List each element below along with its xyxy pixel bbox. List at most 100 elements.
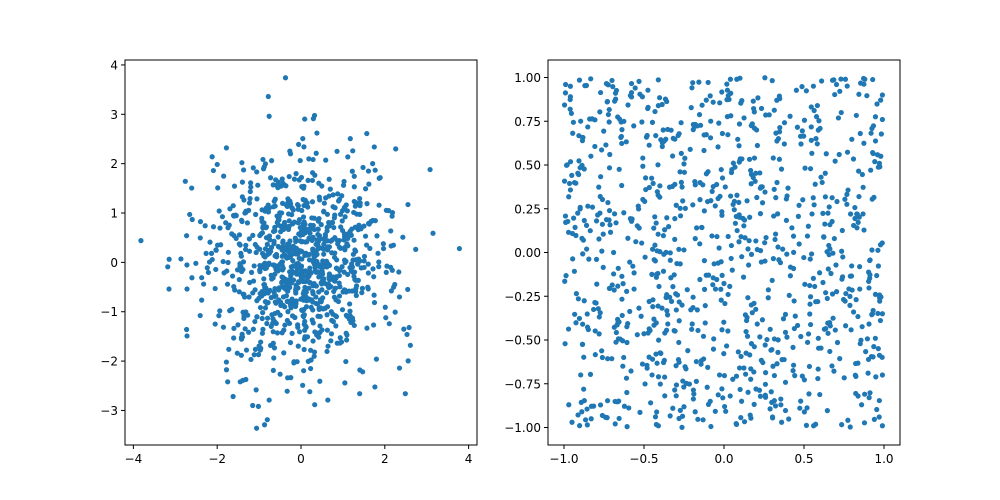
data-point	[570, 256, 576, 262]
data-point	[230, 393, 236, 400]
data-point	[243, 347, 250, 353]
data-point	[282, 75, 289, 81]
data-point	[753, 127, 760, 133]
data-point	[315, 243, 321, 249]
data-point	[189, 185, 195, 191]
y-tick-label: −1	[100, 305, 118, 319]
data-point	[794, 124, 801, 130]
data-point	[273, 293, 279, 299]
data-point	[624, 389, 630, 396]
data-point	[689, 85, 695, 91]
data-point	[247, 188, 253, 195]
data-point	[311, 353, 317, 359]
data-point	[361, 253, 368, 260]
data-point	[295, 343, 301, 349]
data-point	[619, 140, 625, 147]
data-point	[580, 321, 586, 327]
data-point	[856, 193, 862, 200]
data-point	[575, 412, 581, 418]
data-point	[563, 162, 570, 168]
data-point	[859, 171, 865, 178]
data-point	[727, 283, 733, 289]
data-point	[853, 112, 859, 119]
data-point	[798, 333, 804, 340]
data-point	[631, 123, 637, 129]
data-point	[358, 226, 364, 232]
data-point	[290, 258, 296, 264]
data-point	[251, 352, 257, 358]
data-point	[870, 76, 876, 83]
data-point	[660, 233, 667, 239]
data-point	[864, 336, 871, 342]
data-point	[282, 322, 288, 328]
data-point	[243, 242, 249, 248]
data-point	[642, 381, 648, 387]
data-point	[319, 327, 325, 333]
data-point	[297, 238, 303, 244]
data-point	[288, 273, 294, 279]
data-point	[709, 233, 715, 239]
scatter-plot-normal: −4 −2 0 2 4 −3 −2 −1 0 1 2 3 4	[100, 58, 478, 466]
data-point	[694, 307, 700, 313]
data-point	[670, 405, 676, 411]
data-point	[380, 241, 386, 247]
data-point	[694, 225, 700, 231]
data-point	[657, 381, 663, 387]
data-point	[871, 416, 877, 422]
data-point	[567, 159, 574, 165]
data-point	[840, 254, 846, 260]
data-point	[563, 81, 569, 88]
axes-border	[124, 59, 478, 446]
data-point	[310, 291, 316, 297]
data-point	[857, 286, 863, 292]
data-point	[744, 198, 750, 204]
data-point	[737, 157, 743, 163]
data-point	[878, 131, 884, 137]
data-point	[582, 417, 589, 423]
data-point	[751, 369, 757, 375]
data-point	[339, 218, 345, 224]
data-point	[874, 272, 880, 279]
data-point	[565, 218, 571, 225]
data-point	[566, 180, 573, 187]
data-point	[615, 265, 621, 271]
data-point	[229, 306, 235, 312]
data-point	[815, 335, 821, 341]
data-point	[361, 258, 367, 264]
data-point	[771, 398, 777, 404]
data-point	[689, 321, 695, 327]
data-point	[627, 259, 633, 265]
data-point	[808, 137, 814, 143]
data-point	[616, 166, 622, 172]
data-point	[373, 356, 380, 362]
data-point	[717, 100, 723, 106]
data-point	[306, 257, 313, 263]
data-point	[705, 169, 711, 175]
data-point	[698, 361, 704, 367]
data-point	[370, 161, 376, 167]
data-point	[855, 219, 861, 225]
data-point	[324, 228, 330, 234]
data-point	[854, 211, 860, 217]
data-point	[376, 259, 382, 265]
data-point	[748, 376, 754, 382]
data-point	[799, 84, 805, 90]
data-point	[307, 265, 313, 271]
data-point	[588, 403, 595, 409]
data-point	[307, 222, 314, 228]
data-point	[806, 363, 813, 370]
data-point	[353, 283, 360, 289]
data-point	[680, 378, 686, 384]
data-point	[758, 259, 764, 265]
data-point	[616, 319, 622, 325]
data-point	[690, 396, 696, 402]
data-point	[816, 118, 822, 124]
data-point	[321, 251, 327, 257]
x-tick-label: −0.5	[629, 452, 658, 466]
y-tick-label: −1.00	[504, 421, 541, 435]
data-point	[719, 327, 725, 333]
data-point	[232, 287, 238, 293]
data-point	[597, 402, 604, 408]
data-point	[773, 195, 779, 201]
data-point	[286, 218, 292, 224]
